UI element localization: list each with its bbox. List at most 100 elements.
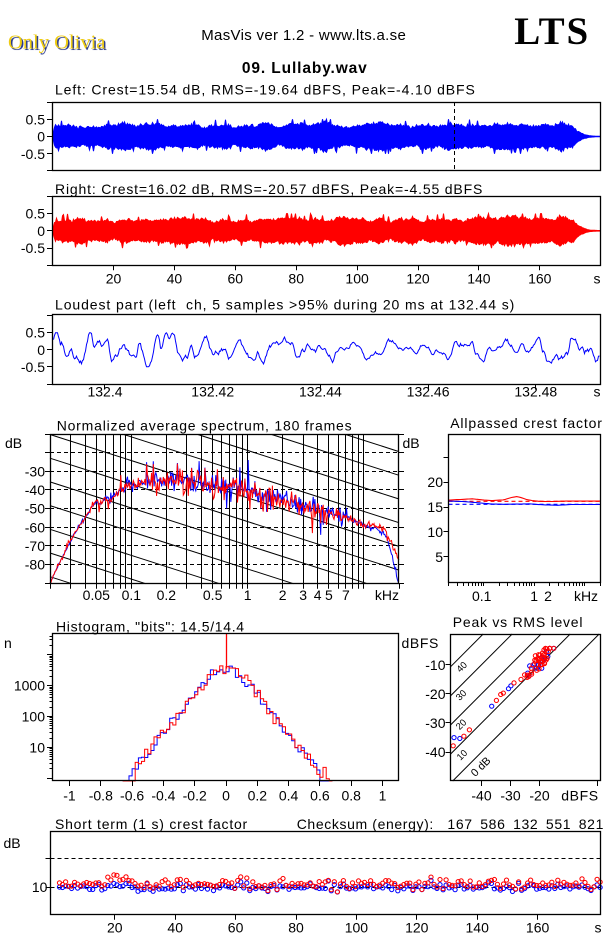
svg-text:-0.5: -0.5 — [21, 359, 45, 375]
svg-text:dB: dB — [5, 435, 22, 451]
svg-text:Only Olivia: Only Olivia — [8, 32, 105, 54]
svg-text:Left: Crest=15.54 dB, RMS=-19.: Left: Crest=15.54 dB, RMS=-19.64 dBFS, P… — [55, 82, 476, 98]
svg-text:Checksum (energy): 167 586 1: Checksum (energy): 167 586 132 551 821 — [297, 816, 604, 832]
svg-text:kHz: kHz — [375, 587, 399, 603]
svg-text:100: 100 — [345, 271, 369, 287]
svg-text:60: 60 — [228, 271, 244, 287]
svg-text:120: 120 — [405, 920, 429, 936]
svg-text:s: s — [595, 920, 602, 936]
svg-text:40: 40 — [455, 660, 470, 675]
svg-text:120: 120 — [406, 271, 430, 287]
svg-text:0: 0 — [37, 129, 45, 145]
svg-text:132.48: 132.48 — [514, 384, 557, 400]
svg-text:dBFS: dBFS — [402, 635, 439, 651]
svg-text:-60: -60 — [25, 519, 45, 535]
svg-text:Right: Crest=16.02 dB, RMS=-20: Right: Crest=16.02 dB, RMS=-20.57 dBFS, … — [55, 181, 483, 197]
svg-text:10: 10 — [29, 740, 45, 756]
svg-text:dBFS: dBFS — [561, 787, 598, 803]
svg-text:0.5: 0.5 — [203, 587, 223, 603]
svg-text:0.5: 0.5 — [26, 111, 46, 127]
svg-text:3: 3 — [299, 587, 307, 603]
svg-text:-40: -40 — [425, 744, 445, 760]
svg-text:0: 0 — [37, 223, 45, 239]
svg-text:15: 15 — [427, 499, 443, 515]
svg-text:-0.5: -0.5 — [21, 240, 45, 256]
svg-text:Normalized average spectrum, 1: Normalized average spectrum, 180 frames — [57, 417, 353, 433]
svg-text:0.4: 0.4 — [279, 787, 299, 803]
svg-text:-80: -80 — [25, 557, 45, 573]
svg-text:0.5: 0.5 — [26, 325, 46, 341]
svg-text:10: 10 — [455, 748, 470, 763]
svg-text:Short term (1 s) crest factor: Short term (1 s) crest factor — [55, 816, 248, 832]
svg-text:-0.4: -0.4 — [151, 787, 175, 803]
svg-text:132.46: 132.46 — [407, 384, 450, 400]
svg-text:0.2: 0.2 — [157, 587, 177, 603]
svg-text:20: 20 — [106, 271, 122, 287]
svg-text:s: s — [594, 271, 601, 287]
svg-text:0.1: 0.1 — [472, 588, 492, 604]
svg-text:1: 1 — [244, 587, 252, 603]
svg-text:-10: -10 — [425, 657, 445, 673]
svg-text:09. Lullaby.wav: 09. Lullaby.wav — [242, 60, 368, 77]
svg-text:132.42: 132.42 — [191, 384, 234, 400]
svg-text:n: n — [4, 635, 12, 651]
svg-text:0.5: 0.5 — [26, 206, 46, 222]
svg-text:0.05: 0.05 — [83, 587, 110, 603]
svg-text:-30: -30 — [425, 715, 445, 731]
svg-text:-20: -20 — [425, 686, 445, 702]
svg-text:1: 1 — [530, 588, 538, 604]
svg-text:1000: 1000 — [14, 678, 45, 694]
svg-text:-70: -70 — [25, 538, 45, 554]
svg-text:-30: -30 — [25, 463, 45, 479]
svg-text:2: 2 — [544, 588, 552, 604]
svg-text:dB: dB — [4, 835, 21, 851]
svg-text:-30: -30 — [500, 787, 520, 803]
svg-text:Allpassed crest factor: Allpassed crest factor — [450, 415, 603, 431]
svg-text:40: 40 — [167, 920, 183, 936]
svg-text:140: 140 — [466, 920, 490, 936]
svg-text:s: s — [594, 384, 601, 400]
svg-text:-20: -20 — [529, 787, 549, 803]
svg-text:-40: -40 — [25, 482, 45, 498]
svg-text:Histogram, "bits": 14.5/14.4: Histogram, "bits": 14.5/14.4 — [56, 619, 245, 635]
svg-text:160: 160 — [526, 920, 550, 936]
svg-text:0.2: 0.2 — [248, 787, 268, 803]
svg-text:LTS: LTS — [514, 10, 590, 53]
svg-text:kHz: kHz — [574, 588, 598, 604]
svg-text:132.4: 132.4 — [87, 384, 122, 400]
svg-text:0.8: 0.8 — [341, 787, 361, 803]
svg-text:80: 80 — [288, 271, 304, 287]
svg-text:20: 20 — [107, 920, 123, 936]
svg-text:Peak vs RMS level: Peak vs RMS level — [453, 614, 583, 630]
svg-text:40: 40 — [167, 271, 183, 287]
svg-text:-1: -1 — [63, 787, 76, 803]
svg-text:80: 80 — [288, 920, 304, 936]
svg-text:100: 100 — [345, 920, 369, 936]
svg-text:10: 10 — [427, 524, 443, 540]
svg-text:100: 100 — [22, 709, 46, 725]
svg-text:0: 0 — [37, 342, 45, 358]
svg-text:-0.5: -0.5 — [21, 146, 45, 162]
svg-text:20: 20 — [427, 474, 443, 490]
svg-text:-50: -50 — [25, 501, 45, 517]
svg-text:-0.8: -0.8 — [89, 787, 113, 803]
svg-text:4: 4 — [314, 587, 322, 603]
svg-text:140: 140 — [467, 271, 491, 287]
svg-text:Loudest part (left ch, 5 samp: Loudest part (left ch, 5 samples >95% du… — [55, 297, 515, 313]
svg-text:5: 5 — [435, 549, 443, 565]
svg-text:0.6: 0.6 — [310, 787, 330, 803]
svg-text:5: 5 — [325, 587, 333, 603]
svg-text:MasVis ver 1.2 - www.lts.a.se: MasVis ver 1.2 - www.lts.a.se — [201, 27, 406, 44]
svg-text:7: 7 — [342, 587, 350, 603]
svg-text:10: 10 — [32, 879, 48, 895]
svg-text:60: 60 — [228, 920, 244, 936]
svg-text:0 dB: 0 dB — [469, 755, 493, 779]
svg-text:1: 1 — [379, 787, 387, 803]
svg-text:2: 2 — [279, 587, 287, 603]
svg-text:132.44: 132.44 — [299, 384, 342, 400]
svg-text:0.1: 0.1 — [122, 587, 142, 603]
svg-text:0: 0 — [222, 787, 230, 803]
svg-text:dB: dB — [403, 435, 420, 451]
svg-text:-40: -40 — [471, 787, 491, 803]
svg-text:-0.6: -0.6 — [120, 787, 144, 803]
